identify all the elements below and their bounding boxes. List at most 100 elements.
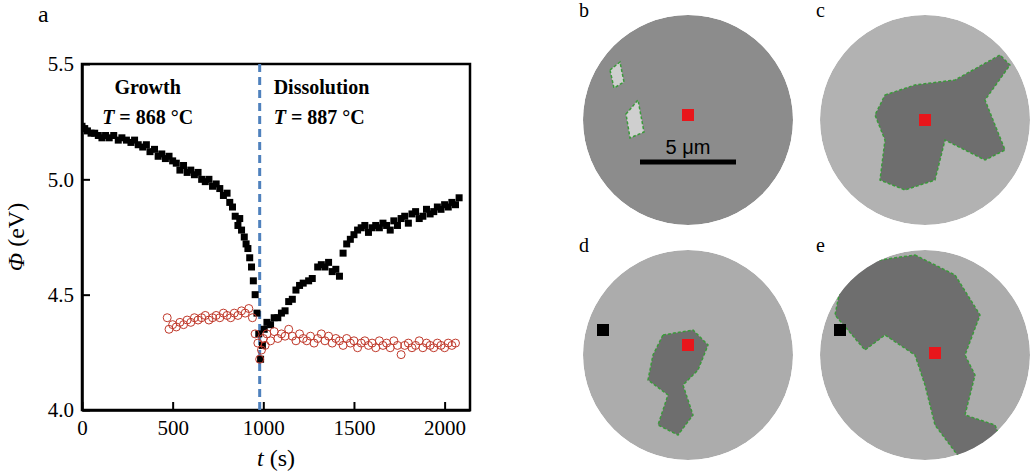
square-point — [151, 146, 158, 153]
square-point — [205, 176, 212, 183]
image-panel: d — [579, 234, 793, 460]
square-point — [248, 263, 255, 270]
square-point — [224, 190, 231, 197]
square-point — [241, 234, 248, 241]
x-tick: 2000 — [424, 402, 466, 440]
panel-label: b — [579, 0, 589, 21]
square-point — [412, 208, 419, 215]
image-panel: e — [816, 234, 1030, 465]
y-axis-title: Φ (eV) — [3, 203, 29, 271]
red-marker — [929, 347, 941, 359]
square-point — [195, 169, 202, 176]
black-marker — [597, 324, 609, 336]
square-point — [405, 220, 412, 227]
image-background — [820, 15, 1030, 225]
series-1 — [163, 305, 459, 364]
plot-data — [82, 64, 463, 410]
y-axis: 4.0 4.5 5.0 5.5 — [48, 52, 90, 422]
square-point — [246, 254, 253, 261]
square-point — [309, 275, 316, 282]
circle-point — [248, 314, 256, 322]
panel-label: c — [816, 0, 825, 21]
black-marker — [834, 324, 846, 336]
square-point — [340, 250, 347, 257]
square-point — [387, 227, 394, 234]
square-point — [250, 277, 257, 284]
y-tick-label: 4.0 — [48, 398, 74, 422]
circle-point — [397, 351, 405, 359]
island — [588, 182, 608, 208]
series-0 — [82, 123, 463, 363]
circle-point — [163, 314, 171, 322]
image-content — [583, 250, 793, 460]
region-label: Dissolution — [274, 76, 370, 98]
image-panel: 5 μm b — [579, 0, 793, 225]
square-point — [236, 215, 243, 222]
square-point — [394, 222, 401, 229]
square-point — [238, 227, 245, 234]
y-tick: 4.5 — [48, 283, 90, 307]
square-point — [252, 291, 259, 298]
image-background — [583, 15, 793, 225]
square-point — [325, 259, 332, 266]
island — [626, 100, 644, 138]
circle-point — [256, 355, 264, 363]
image-content — [583, 15, 793, 225]
image-background — [583, 250, 793, 460]
region-label: Growth — [115, 76, 181, 98]
square-point — [336, 273, 343, 280]
y-tick-label: 4.5 — [48, 283, 74, 307]
x-axis-title: t (s) — [257, 445, 295, 471]
x-tick-label: 2000 — [424, 416, 466, 440]
square-point — [456, 194, 463, 201]
circle-point — [245, 305, 253, 313]
red-marker — [682, 109, 694, 121]
square-point — [244, 245, 251, 252]
square-point — [361, 222, 368, 229]
figure: a 0 500 1000 1500 2000 4.0 4.5 5.0 5.5 t (s) Φ (eV)… — [0, 0, 1036, 475]
island — [835, 255, 1005, 465]
scale-bar-label: 5 μm — [666, 136, 711, 158]
square-point — [282, 307, 289, 314]
image-content — [820, 250, 1030, 465]
island — [875, 55, 1010, 190]
panel-label: e — [816, 234, 825, 256]
y-tick-label: 5.0 — [48, 168, 74, 192]
square-point — [216, 185, 223, 192]
red-marker — [682, 339, 694, 351]
x-tick-label: 1500 — [333, 416, 375, 440]
image-panel: c — [816, 0, 1030, 225]
panel-label: a — [38, 1, 49, 27]
square-point — [419, 213, 426, 220]
x-tick: 1000 — [243, 402, 285, 440]
circle-point — [451, 339, 459, 347]
square-point — [253, 310, 260, 317]
black-marker — [839, 204, 851, 216]
plot-frame — [82, 64, 470, 410]
square-point — [289, 296, 296, 303]
square-point — [452, 201, 459, 208]
red-marker — [919, 114, 931, 126]
x-tick-label: 0 — [77, 416, 88, 440]
x-tick: 500 — [157, 402, 189, 440]
black-marker — [597, 189, 609, 201]
square-point — [261, 326, 268, 333]
y-tick-label: 5.5 — [48, 52, 74, 76]
x-tick: 1500 — [333, 402, 375, 440]
image-content — [820, 15, 1030, 225]
square-point — [267, 321, 274, 328]
square-point — [332, 266, 339, 273]
x-axis: 0 500 1000 1500 2000 — [77, 402, 470, 440]
circle-point — [261, 341, 269, 349]
square-point — [229, 204, 236, 211]
island — [648, 330, 708, 435]
square-point — [401, 213, 408, 220]
island — [596, 22, 608, 42]
x-tick-label: 500 — [157, 416, 189, 440]
square-point — [180, 162, 187, 169]
region-temperature: T = 887 °C — [274, 106, 365, 128]
y-tick: 5.0 — [48, 168, 90, 192]
square-point — [143, 141, 150, 148]
circle-point — [251, 330, 259, 338]
square-point — [173, 160, 180, 167]
